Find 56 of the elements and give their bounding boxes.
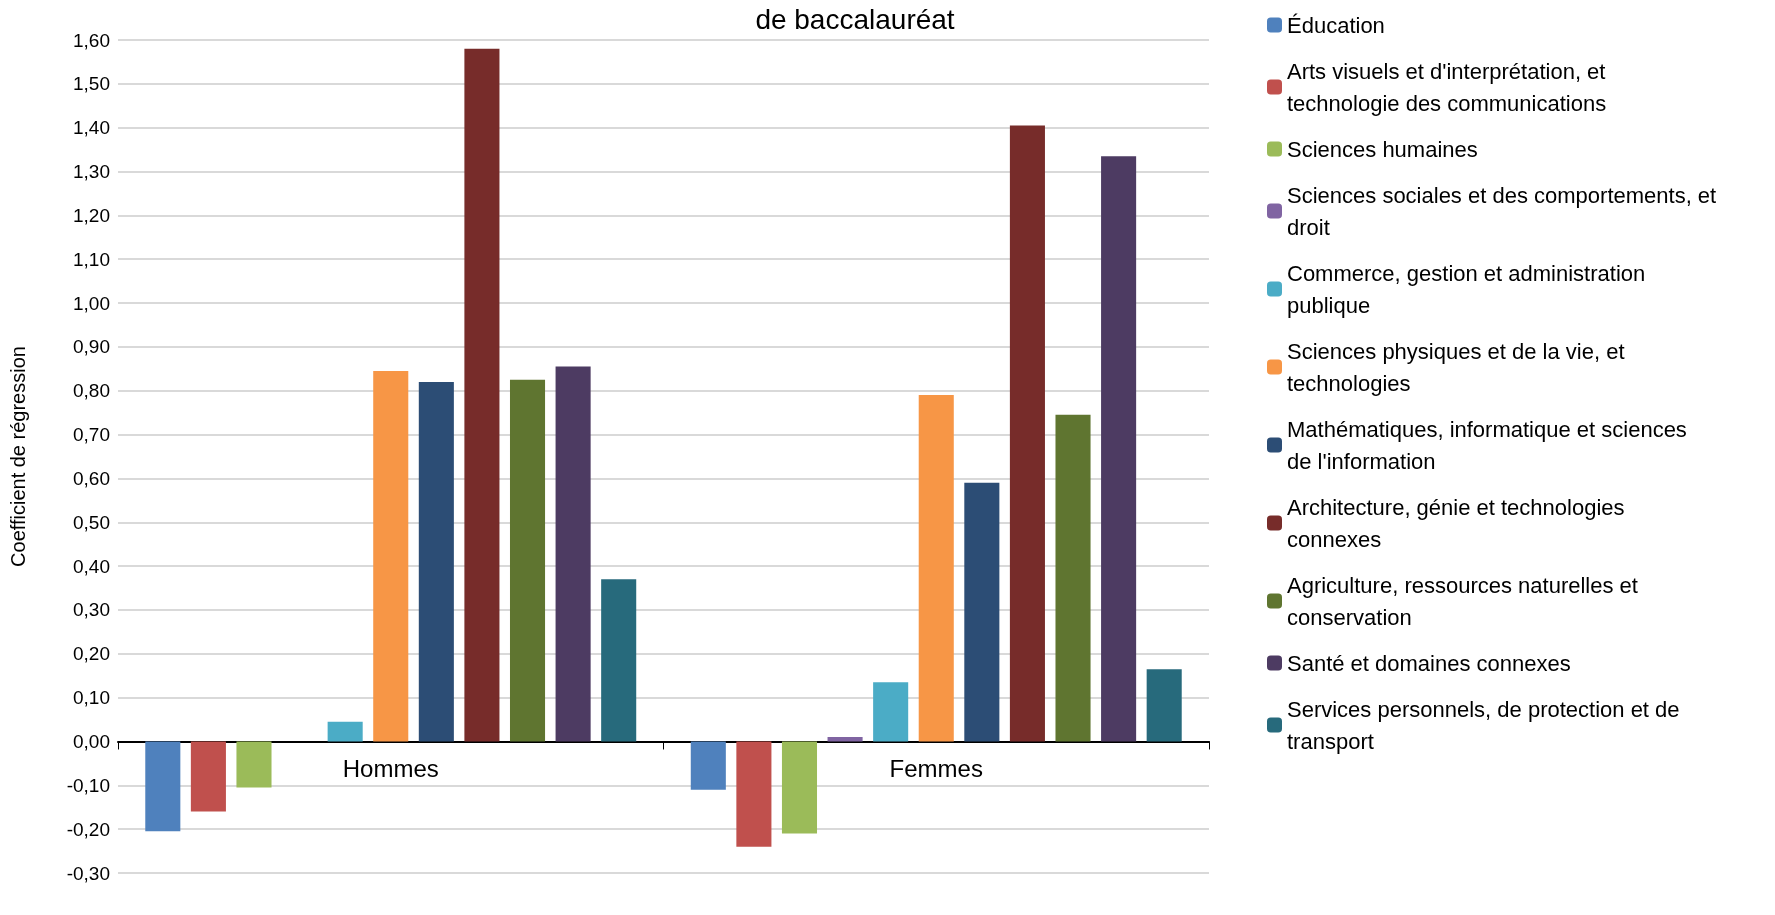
- y-tick-label: 1,40: [73, 117, 110, 139]
- y-tick-label: 0,50: [73, 511, 110, 533]
- bar: [601, 579, 637, 742]
- y-tick-label: 0,10: [73, 687, 110, 709]
- bar: [873, 682, 909, 742]
- x-tick-label: Hommes: [342, 755, 439, 783]
- y-tick-label: 1,60: [73, 29, 110, 51]
- legend-label: Arts visuels et d'interprétation, et technologie des communications: [1287, 58, 1612, 116]
- bar: [509, 379, 546, 742]
- bar: [555, 366, 591, 742]
- legend-label: Architecture, génie et technologies connexes: [1287, 494, 1631, 552]
- y-tick-label: 0,70: [73, 424, 110, 446]
- legend-label: Services personnels, de protection et de transport: [1287, 696, 1686, 754]
- bar: [1009, 125, 1045, 742]
- legend-label: Mathématiques, informatique et sciences de l'information: [1287, 416, 1693, 474]
- legend-label: Éducation: [1287, 12, 1385, 38]
- bar: [145, 741, 181, 832]
- legend-label: Santé et domaines connexes: [1287, 650, 1571, 676]
- bar: [690, 741, 726, 790]
- y-tick-label: 1,20: [73, 204, 110, 226]
- bar: [327, 721, 363, 742]
- bar: [236, 741, 272, 788]
- y-tick-label: 0,60: [73, 467, 110, 489]
- y-axis-title: Coefficient de régression: [7, 346, 29, 567]
- bar: [964, 482, 1000, 742]
- legend-label: Commerce, gestion et administration publique: [1287, 260, 1652, 318]
- y-tick-label: 0,30: [73, 599, 110, 621]
- bar: [464, 48, 500, 742]
- bar: [1055, 414, 1091, 742]
- legend-label: Agriculture, ressources naturelles et conservation: [1287, 572, 1645, 630]
- y-tick-label: -0,10: [66, 774, 110, 796]
- y-tick-label: 0,00: [73, 730, 110, 752]
- bar: [918, 395, 954, 742]
- y-tick-label: 0,20: [73, 643, 110, 665]
- y-tick-label: -0,20: [66, 818, 110, 840]
- legend-label: Sciences physiques et de la vie, et technologies: [1287, 338, 1631, 396]
- legend-label: Sciences humaines: [1287, 136, 1478, 162]
- y-tick-label: 0,90: [73, 336, 110, 358]
- bar: [736, 741, 772, 847]
- bar: [190, 741, 226, 812]
- y-tick-label: 1,30: [73, 161, 110, 183]
- bar: [827, 737, 863, 742]
- bar: [418, 381, 454, 742]
- bar: [781, 741, 818, 834]
- y-tick-label: 1,50: [73, 73, 110, 95]
- bar: [1146, 669, 1182, 742]
- bar: [373, 371, 409, 742]
- y-tick-label: 0,80: [73, 380, 110, 402]
- bar: [1101, 156, 1137, 742]
- x-tick-label: Femmes: [889, 755, 983, 783]
- chart-title: de baccalauréat: [755, 3, 955, 35]
- y-tick-label: 1,10: [73, 248, 110, 270]
- y-tick-label: 0,40: [73, 555, 110, 577]
- y-tick-label: -0,30: [66, 862, 110, 884]
- y-tick-label: 1,00: [73, 292, 110, 314]
- legend-label: Sciences sociales et des comportements, et droit: [1287, 182, 1723, 240]
